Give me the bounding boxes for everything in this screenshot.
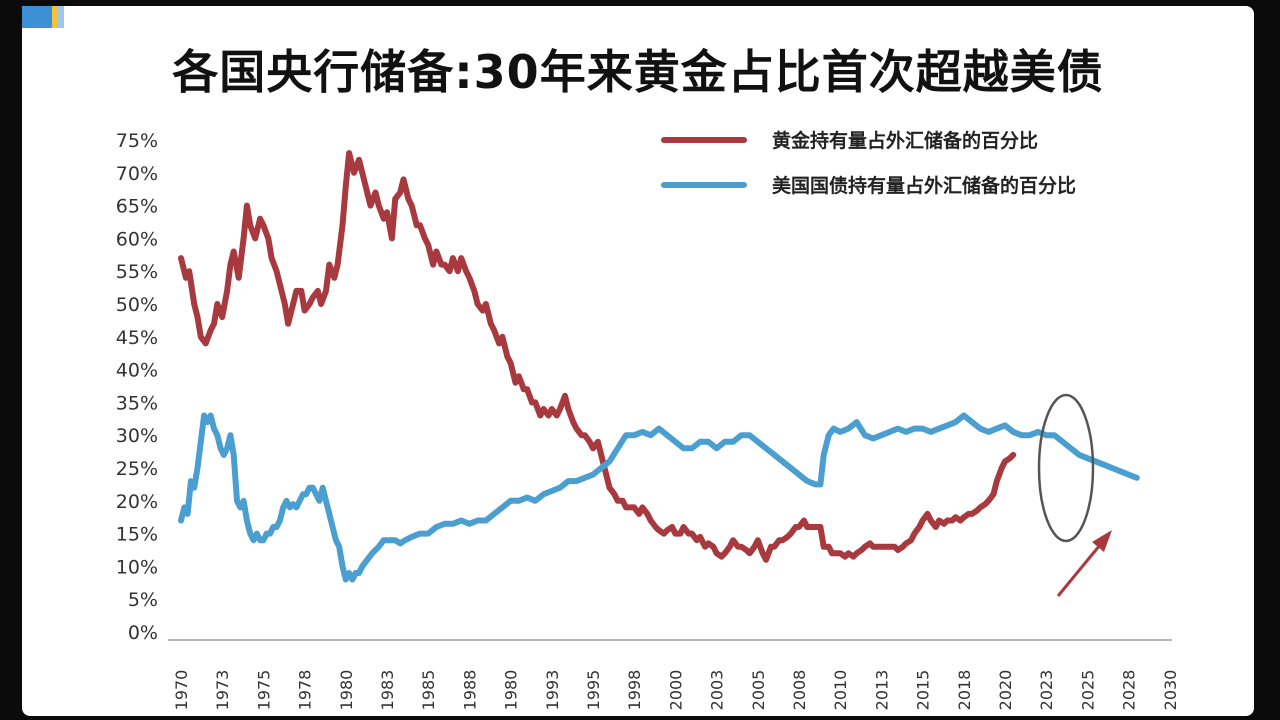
up-arrow-shaft	[1056, 544, 1102, 597]
y-tick-label: 70%	[116, 163, 158, 185]
x-tick-label: 1995	[584, 670, 603, 711]
us-treasury-share-line	[178, 412, 1140, 583]
x-tick-label: 2008	[790, 670, 809, 711]
x-tick-label: 2025	[1078, 670, 1097, 711]
annotations	[1037, 393, 1112, 597]
x-tick-label: 1993	[543, 670, 562, 711]
corner-logo-icon	[22, 6, 64, 28]
x-tick-label: 2010	[831, 670, 850, 711]
gold-share-line	[178, 150, 1017, 563]
y-axis: 0% 5% 10% 15% 20% 25% 30% 35% 40% 45% 50% 55% 60% 65%…	[116, 130, 158, 644]
y-tick-label: 0%	[128, 622, 158, 644]
legend-label: 美国国债持有量占外汇储备的百分比	[772, 174, 1076, 197]
y-tick-label: 40%	[116, 360, 158, 382]
x-tick-label: 2018	[955, 670, 974, 711]
series-lines	[178, 150, 1140, 583]
y-tick-label: 30%	[116, 425, 158, 447]
y-tick-label: 45%	[116, 327, 158, 349]
y-tick-label: 20%	[116, 491, 158, 513]
y-tick-label: 60%	[116, 228, 158, 250]
x-tick-label: 1973	[213, 670, 232, 711]
y-tick-label: 75%	[116, 130, 158, 152]
chart-title: 各国央行储备:30年来黄金占比首次超越美债	[172, 45, 1104, 99]
highlight-ellipse	[1037, 393, 1095, 543]
y-tick-label: 65%	[116, 196, 158, 218]
legend-label: 黄金持有量占外汇储备的百分比	[772, 129, 1038, 152]
x-tick-label: 2030	[1161, 670, 1180, 711]
x-tick-label: 2005	[749, 670, 768, 711]
x-tick-label: 2000	[666, 670, 685, 711]
x-tick-label: 1983	[378, 670, 397, 711]
y-tick-label: 15%	[116, 524, 158, 546]
y-tick-label: 55%	[116, 261, 158, 283]
corner-logo-stripe	[52, 6, 58, 28]
x-tick-label: 2028	[1120, 670, 1139, 711]
x-tick-label: 1985	[419, 670, 438, 711]
y-tick-label: 10%	[116, 556, 158, 578]
y-tick-label: 50%	[116, 294, 158, 316]
x-axis: 1970 1973 1975 1978 1980 1983 1985 1988 1980 1993…	[168, 639, 1180, 711]
x-tick-label: 1970	[172, 670, 191, 711]
up-arrow-head	[1092, 530, 1112, 552]
y-tick-label: 25%	[116, 458, 158, 480]
corner-logo-block	[22, 6, 52, 28]
x-tick-label: 1978	[296, 670, 315, 711]
x-tick-label: 1980	[337, 670, 356, 711]
x-tick-label: 1975	[254, 670, 273, 711]
y-tick-label: 5%	[128, 589, 158, 611]
x-tick-label: 2020	[996, 670, 1015, 711]
x-tick-label: 2023	[1037, 670, 1056, 711]
corner-logo-stripe-light	[58, 6, 64, 28]
x-tick-label: 2015	[914, 670, 933, 711]
chart-card: 各国央行储备:30年来黄金占比首次超越美债	[22, 6, 1254, 716]
y-tick-label: 35%	[116, 392, 158, 414]
x-tick-label: 1980	[502, 670, 521, 711]
x-tick-label: 1988	[460, 670, 479, 711]
x-tick-label: 2003	[708, 670, 727, 711]
x-tick-label: 2013	[872, 670, 891, 711]
x-tick-label: 1998	[625, 670, 644, 711]
